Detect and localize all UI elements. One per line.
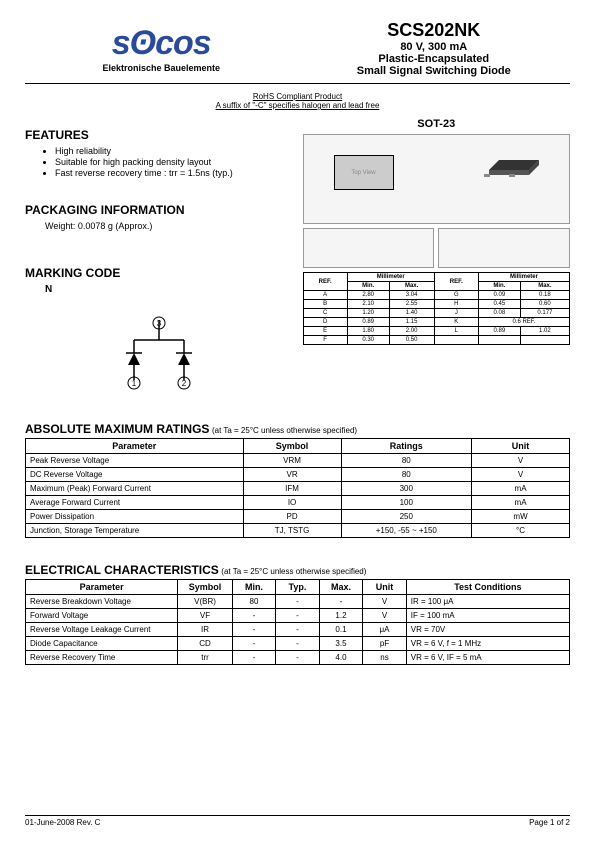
dim-header-mm2: Millimeter: [478, 273, 569, 282]
right-column: SOT-23 Top View REF. Millimeter REF. Mil…: [303, 118, 571, 397]
part-spec: 80 V, 300 mA: [298, 41, 571, 53]
rohs-note: RoHS Compliant Product A suffix of "-C" …: [25, 92, 570, 110]
dim-header-ref: REF.: [303, 273, 347, 291]
marking-value: N: [45, 284, 293, 295]
package-3d-icon: [479, 150, 549, 180]
table-row: Reverse Recovery Timetrr--4.0nsVR = 6 V,…: [26, 651, 570, 665]
svg-text:2: 2: [182, 379, 187, 388]
table-row: DC Reverse VoltageVR80V: [26, 468, 570, 482]
elec-section: ELECTRICAL CHARACTERISTICS (at Ta = 25°C…: [25, 563, 570, 665]
feature-item: Fast reverse recovery time : trr = 1.5ns…: [55, 168, 293, 178]
table-row: B2.102.55H0.450.60: [303, 300, 570, 309]
features-list: High reliability Suitable for high packi…: [55, 146, 293, 178]
table-header-row: Parameter Symbol Min. Typ. Max. Unit Tes…: [26, 580, 570, 595]
page-footer: 01-June-2008 Rev. C Page 1 of 2: [25, 815, 570, 827]
table-row: Average Forward CurrentIO100mA: [26, 496, 570, 510]
rohs-line2: A suffix of "-C" specifies halogen and l…: [25, 101, 570, 110]
table-row: Junction, Storage TemperatureTJ, TSTG+15…: [26, 524, 570, 538]
package-name: SOT-23: [303, 118, 571, 130]
abs-max-table: Parameter Symbol Ratings Unit Peak Rever…: [25, 438, 570, 538]
packaging-weight: Weight: 0.0078 g (Approx.): [45, 221, 293, 231]
dim-header-mm: Millimeter: [347, 273, 434, 282]
abs-max-note: (at Ta = 25°C unless otherwise specified…: [212, 426, 357, 435]
logo-cell: sʘcos Elektronische Bauelemente: [25, 20, 298, 77]
package-side-view-2: [438, 228, 570, 268]
elec-table: Parameter Symbol Min. Typ. Max. Unit Tes…: [25, 579, 570, 665]
part-number: SCS202NK: [298, 20, 571, 41]
company-subtitle: Elektronische Bauelemente: [102, 63, 220, 73]
table-row: F0.300.50: [303, 336, 570, 345]
table-row: A2.803.04G0.090.18: [303, 291, 570, 300]
features-title: FEATURES: [25, 128, 293, 142]
package-side-view-1: [303, 228, 435, 268]
table-header-row: Parameter Symbol Ratings Unit: [26, 439, 570, 454]
elec-title: ELECTRICAL CHARACTERISTICS: [25, 563, 219, 577]
elec-note: (at Ta = 25°C unless otherwise specified…: [221, 567, 366, 576]
table-row: Peak Reverse VoltageVRM80V: [26, 454, 570, 468]
table-row: Maximum (Peak) Forward CurrentIFM300mA: [26, 482, 570, 496]
package-top-view: Top View: [334, 155, 394, 190]
marking-title: MARKING CODE: [25, 266, 293, 280]
table-row: C1.201.40J0.080.177: [303, 309, 570, 318]
svg-text:3: 3: [157, 319, 162, 328]
table-row: E1.802.00L0.891.02: [303, 327, 570, 336]
footer-date: 01-June-2008 Rev. C: [25, 818, 100, 827]
table-row: D0.891.15K0.6 REF.: [303, 318, 570, 327]
table-row: Diode CapacitanceCD--3.5pFVR = 6 V, f = …: [26, 637, 570, 651]
table-row: REF. Millimeter REF. Millimeter: [303, 273, 570, 282]
package-side-views: [303, 228, 571, 268]
header-row: sʘcos Elektronische Bauelemente SCS202NK…: [25, 20, 570, 84]
diode-schematic-icon: 3 1 2: [104, 315, 214, 395]
table-row: Power DissipationPD250mW: [26, 510, 570, 524]
footer-page: Page 1 of 2: [529, 818, 570, 827]
package-outline-drawing: Top View: [303, 134, 571, 224]
dim-header-ref2: REF.: [434, 273, 478, 291]
table-row: Reverse Breakdown VoltageV(BR)80--VIR = …: [26, 595, 570, 609]
feature-item: Suitable for high packing density layout: [55, 157, 293, 167]
abs-max-title: ABSOLUTE MAXIMUM RATINGS: [25, 422, 209, 436]
packaging-title: PACKAGING INFORMATION: [25, 203, 293, 217]
part-desc-1: Plastic-Encapsulated: [298, 53, 571, 65]
top-content: FEATURES High reliability Suitable for h…: [25, 118, 570, 397]
company-logo: sʘcos: [112, 24, 211, 63]
abs-max-section: ABSOLUTE MAXIMUM RATINGS (at Ta = 25°C u…: [25, 422, 570, 538]
schematic-diagram: 3 1 2: [25, 315, 293, 397]
title-cell: SCS202NK 80 V, 300 mA Plastic-Encapsulat…: [298, 20, 571, 77]
rohs-line1: RoHS Compliant Product: [25, 92, 570, 101]
table-row: Forward VoltageVF--1.2VIF = 100 mA: [26, 609, 570, 623]
dimensions-table: REF. Millimeter REF. Millimeter Min. Max…: [303, 272, 571, 345]
left-column: FEATURES High reliability Suitable for h…: [25, 118, 293, 397]
feature-item: High reliability: [55, 146, 293, 156]
svg-text:1: 1: [132, 379, 137, 388]
part-desc-2: Small Signal Switching Diode: [298, 65, 571, 77]
table-row: Reverse Voltage Leakage CurrentIR--0.1μA…: [26, 623, 570, 637]
